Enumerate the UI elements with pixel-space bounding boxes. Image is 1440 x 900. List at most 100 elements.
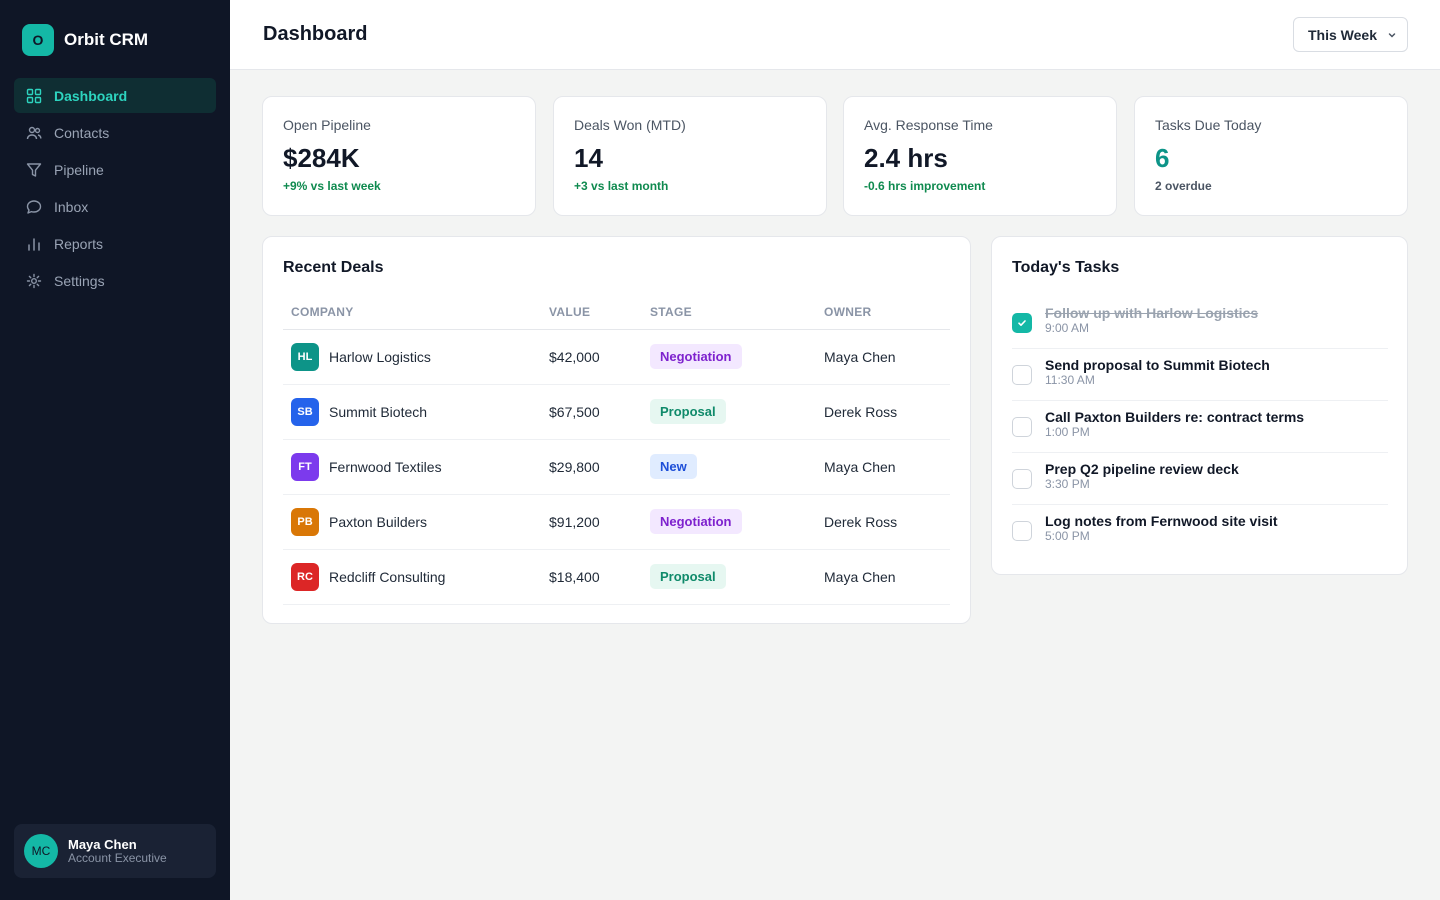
task-time: 11:30 AM <box>1045 373 1095 387</box>
kpi-label: Deals Won (MTD) <box>574 117 686 133</box>
company-name: Fernwood Textiles <box>329 458 442 475</box>
period-dropdown-label: This Week <box>1308 26 1377 43</box>
task-item: Follow up with Harlow Logistics 9:00 AM <box>1012 297 1388 349</box>
gear-icon <box>26 273 42 289</box>
sidebar-item-contacts[interactable]: Contacts <box>14 115 216 150</box>
task-title: Follow up with Harlow Logistics <box>1045 305 1259 321</box>
kpi-label: Avg. Response Time <box>864 117 993 133</box>
deal-value: $18,400 <box>549 549 650 605</box>
funnel-icon <box>26 162 42 178</box>
column-header-value[interactable]: VALUE <box>549 295 650 330</box>
task-time: 9:00 AM <box>1045 321 1090 335</box>
kpi-card-tasks-due-today: Tasks Due Today 6 2 overdue <box>1134 96 1408 216</box>
chevron-down-icon <box>1387 30 1397 40</box>
todays-tasks-title: Today's Tasks <box>1012 259 1120 276</box>
task-title: Send proposal to Summit Biotech <box>1045 357 1270 373</box>
brand-name: Orbit CRM <box>64 30 149 49</box>
sidebar-item-dashboard[interactable]: Dashboard <box>14 78 216 113</box>
kpi-value: 6 <box>1155 143 1170 173</box>
company-cell: SB Summit Biotech <box>291 397 549 426</box>
company-name: Paxton Builders <box>329 513 428 530</box>
table-header-row: COMPANY VALUE STAGE OWNER <box>283 295 950 330</box>
recent-deals-title: Recent Deals <box>283 259 384 276</box>
kpi-label: Open Pipeline <box>283 117 371 133</box>
company-badge: SB <box>291 397 319 426</box>
task-item: Log notes from Fernwood site visit 5:00 … <box>1012 505 1388 557</box>
stage-badge: Proposal <box>650 564 726 589</box>
column-header-stage[interactable]: STAGE <box>650 295 824 330</box>
column-header-company[interactable]: COMPANY <box>283 295 549 330</box>
users-icon <box>26 125 42 141</box>
kpi-card-avg-response-time: Avg. Response Time 2.4 hrs -0.6 hrs impr… <box>843 96 1117 216</box>
column-header-owner[interactable]: OWNER <box>824 295 950 330</box>
kpi-delta: -0.6 hrs improvement <box>864 179 986 193</box>
brand-logo: O <box>22 24 54 56</box>
task-checkbox[interactable] <box>1012 365 1032 385</box>
sidebar-item-label: Reports <box>54 235 104 252</box>
recent-deals-panel: Recent Deals COMPANY VALUE STAGE OWNER H… <box>262 236 971 624</box>
bar-chart-icon <box>26 236 42 252</box>
task-list: Follow up with Harlow Logistics 9:00 AM … <box>1012 297 1388 557</box>
table-row[interactable]: PB Paxton Builders $91,200 Negotiation D… <box>283 494 950 550</box>
sidebar-item-inbox[interactable]: Inbox <box>14 189 216 224</box>
brand[interactable]: O Orbit CRM <box>22 24 148 56</box>
kpi-delta: +9% vs last week <box>283 179 381 193</box>
company-badge: FT <box>291 452 319 481</box>
user-meta: Maya Chen Account Executive <box>68 837 167 865</box>
sidebar-item-label: Pipeline <box>54 161 104 178</box>
table-row[interactable]: HL Harlow Logistics $42,000 Negotiation … <box>283 329 950 385</box>
task-time: 5:00 PM <box>1045 529 1090 543</box>
table-row[interactable]: SB Summit Biotech $67,500 Proposal Derek… <box>283 384 950 440</box>
task-checkbox[interactable] <box>1012 469 1032 489</box>
page-title: Dashboard <box>263 23 368 45</box>
company-cell: HL Harlow Logistics <box>291 342 549 371</box>
deal-owner: Maya Chen <box>824 439 950 495</box>
deal-value: $91,200 <box>549 494 650 550</box>
task-checkbox[interactable] <box>1012 417 1032 437</box>
kpi-delta: +3 vs last month <box>574 179 669 193</box>
stage-badge: Negotiation <box>650 344 742 369</box>
kpi-card-deals-won: Deals Won (MTD) 14 +3 vs last month <box>553 96 827 216</box>
task-checkbox[interactable] <box>1012 521 1032 541</box>
kpi-card-open-pipeline: Open Pipeline $284K +9% vs last week <box>262 96 536 216</box>
stage-badge: Negotiation <box>650 509 742 534</box>
user-profile-card[interactable]: MC Maya Chen Account Executive <box>14 824 216 878</box>
check-icon <box>1018 320 1026 326</box>
avatar: MC <box>24 834 58 868</box>
sidebar-item-label: Contacts <box>54 124 110 141</box>
sidebar-nav: Dashboard Contacts Pipeline Inbox Report… <box>14 78 216 300</box>
task-title: Call Paxton Builders re: contract terms <box>1045 409 1305 425</box>
deal-owner: Derek Ross <box>824 494 950 550</box>
kpi-value: 2.4 hrs <box>864 143 948 173</box>
deal-owner: Derek Ross <box>824 384 950 440</box>
sidebar: O Orbit CRM Dashboard Contacts Pipeline <box>0 0 230 900</box>
company-name: Summit Biotech <box>329 403 428 420</box>
company-cell: FT Fernwood Textiles <box>291 452 549 481</box>
company-name: Redcliff Consulting <box>329 568 446 585</box>
sidebar-item-pipeline[interactable]: Pipeline <box>14 152 216 187</box>
user-role: Account Executive <box>68 850 167 865</box>
task-checkbox[interactable] <box>1012 313 1032 333</box>
task-time: 3:30 PM <box>1045 477 1090 491</box>
company-cell: PB Paxton Builders <box>291 507 549 536</box>
deal-owner: Maya Chen <box>824 329 950 385</box>
company-name: Harlow Logistics <box>329 348 431 365</box>
task-item: Call Paxton Builders re: contract terms … <box>1012 401 1388 453</box>
period-dropdown[interactable]: This Week <box>1293 17 1408 52</box>
stage-badge: Proposal <box>650 399 726 424</box>
table-row[interactable]: FT Fernwood Textiles $29,800 New Maya Ch… <box>283 439 950 495</box>
sidebar-item-reports[interactable]: Reports <box>14 226 216 261</box>
kpi-label: Tasks Due Today <box>1155 117 1262 133</box>
company-badge: PB <box>291 507 319 536</box>
sidebar-item-settings[interactable]: Settings <box>14 263 216 298</box>
task-time: 1:00 PM <box>1045 425 1090 439</box>
company-cell: RC Redcliff Consulting <box>291 562 549 591</box>
chat-bubble-icon <box>26 199 42 215</box>
kpi-value: 14 <box>574 143 603 173</box>
task-title: Prep Q2 pipeline review deck <box>1045 461 1239 477</box>
table-row[interactable]: RC Redcliff Consulting $18,400 Proposal … <box>283 549 950 605</box>
kpi-value: $284K <box>283 143 360 173</box>
deal-value: $29,800 <box>549 439 650 495</box>
deal-value: $42,000 <box>549 329 650 385</box>
deal-value: $67,500 <box>549 384 650 440</box>
